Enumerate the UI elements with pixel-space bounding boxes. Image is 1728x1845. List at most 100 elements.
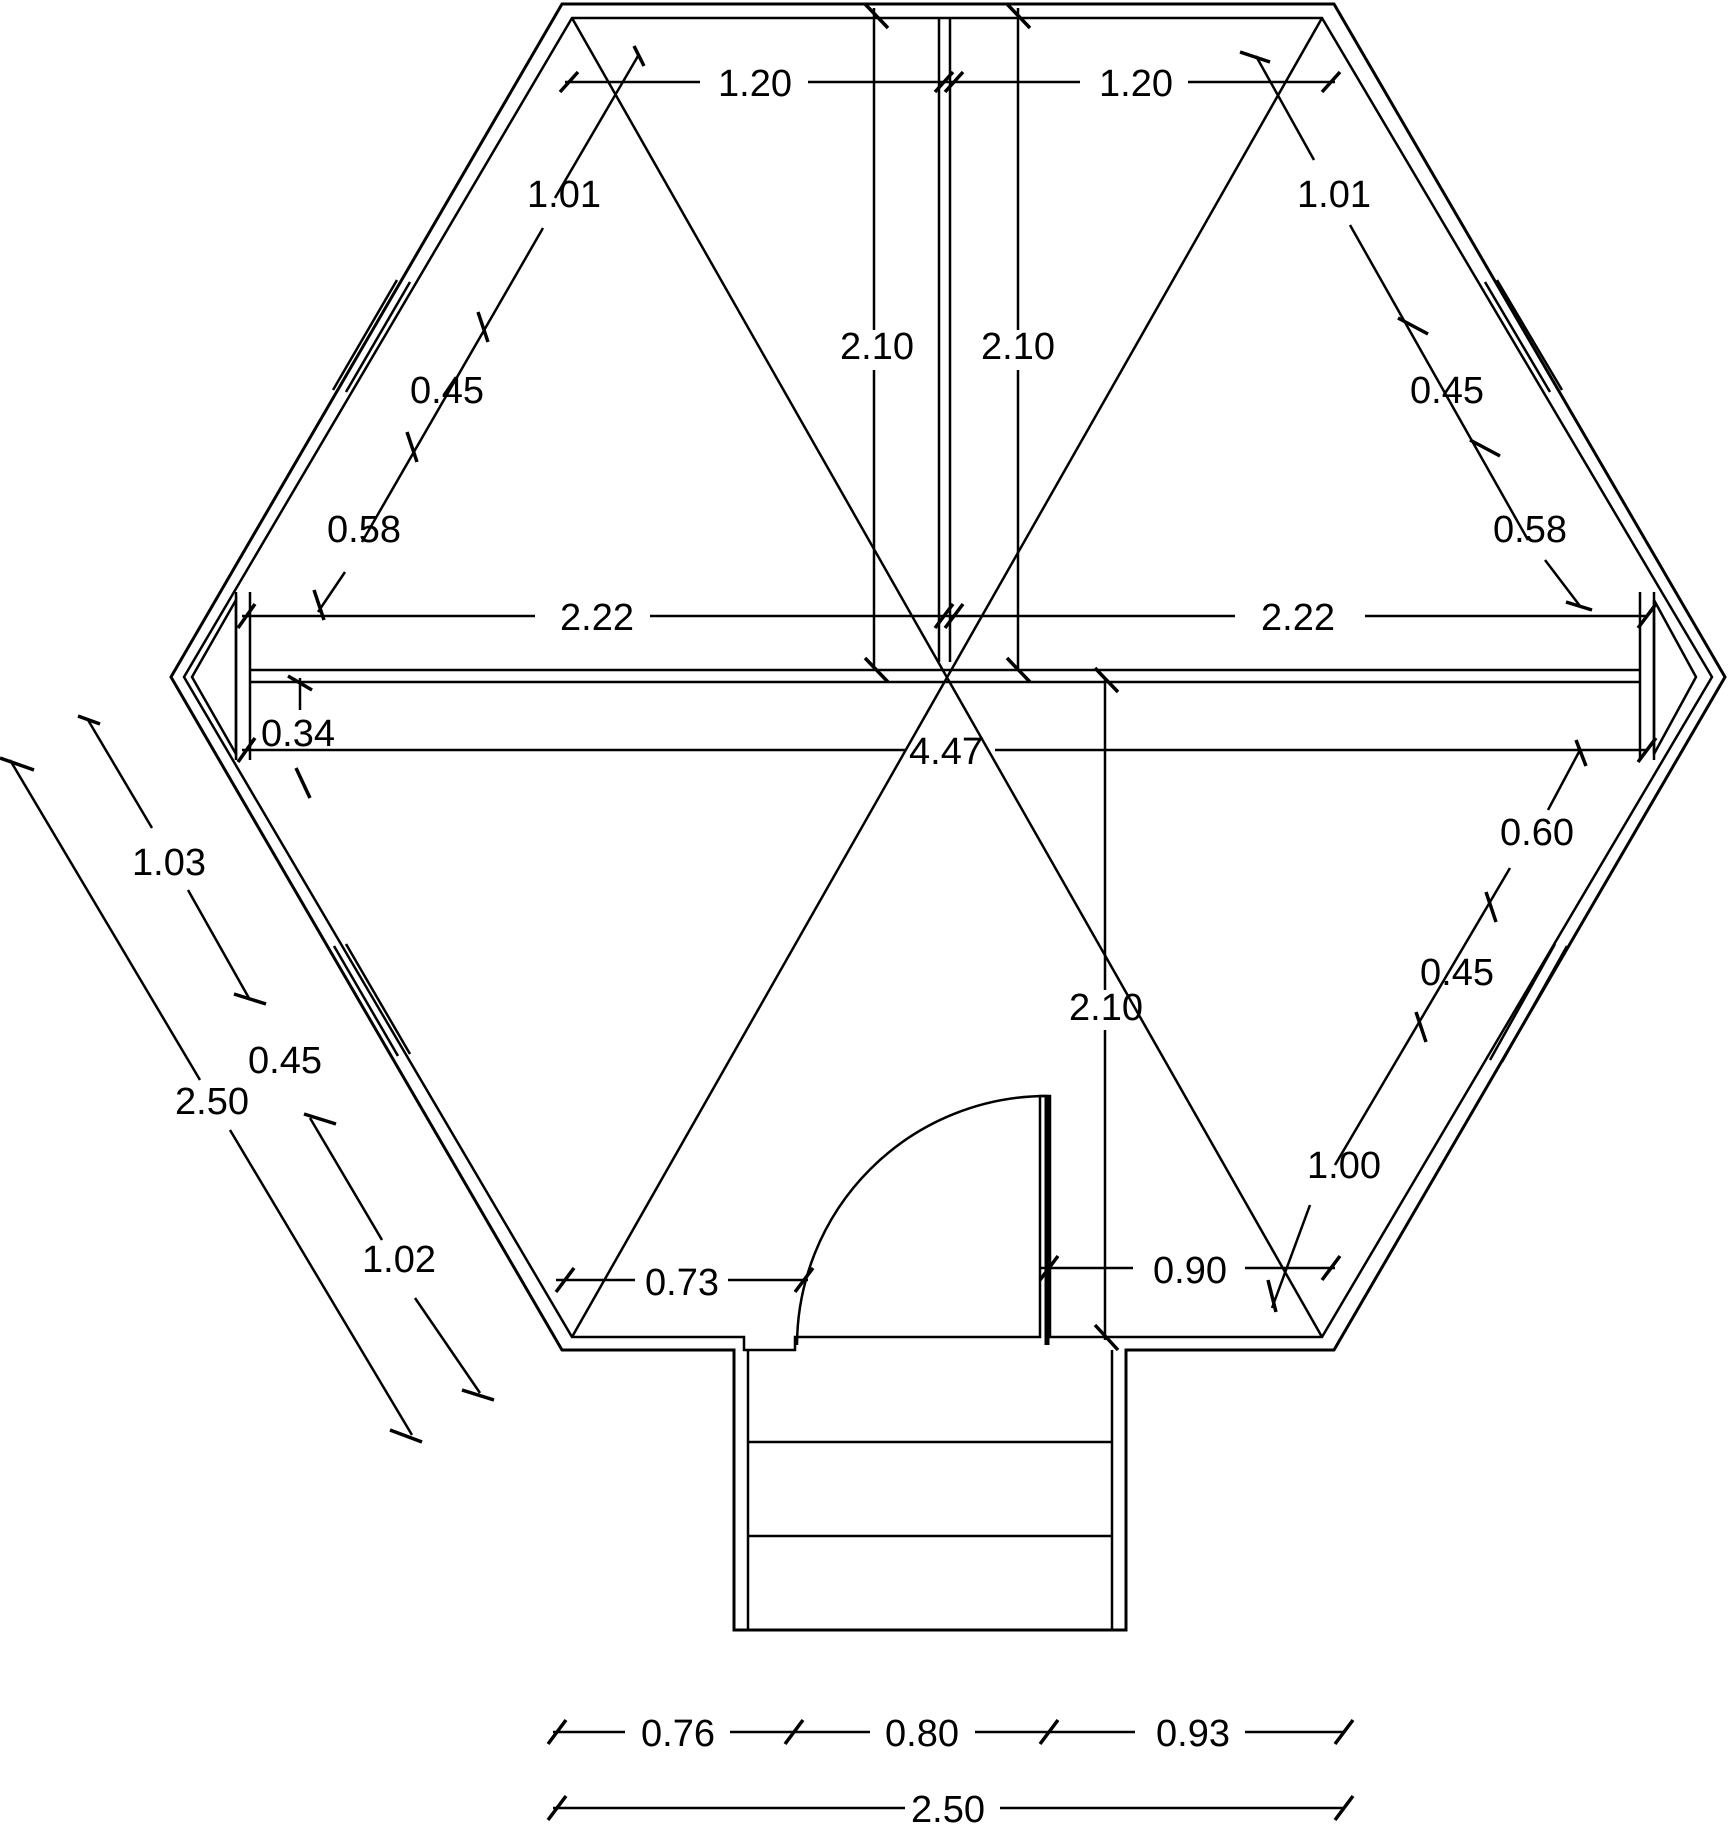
label-right-room-depth: 2.10: [981, 326, 1055, 368]
tick: [863, 2, 890, 30]
label-bottom-segment-right: 0.93: [1156, 1713, 1230, 1755]
dim-ll-a: [86, 719, 154, 829]
guide-lines: [570, 17, 1324, 1338]
tick: [1038, 1254, 1060, 1282]
tick: [1239, 50, 1271, 64]
dim-lr-c: [1270, 1204, 1312, 1309]
window-upper-left-inner: [344, 281, 412, 393]
hexagon-outer-wall: [169, 2, 1727, 1632]
window-lower-left: [332, 945, 400, 1057]
tick: [1636, 602, 1658, 630]
label-entry-left-wall: 0.73: [645, 1262, 719, 1304]
hexagon-inner-wall: [182, 16, 1714, 1352]
entry-door: [795, 1094, 1050, 1346]
tick: [287, 674, 313, 692]
tick: [0, 756, 35, 772]
tick: [793, 1266, 815, 1294]
label-top-right-width: 1.20: [1099, 63, 1173, 105]
tick: [943, 70, 965, 94]
tick: [1093, 666, 1120, 694]
label-lower-right-wall-bottom: 1.00: [1307, 1145, 1381, 1187]
dim-ur-a: [1254, 55, 1316, 161]
label-lower-room-depth: 2.10: [1069, 987, 1143, 1029]
dim-lr-a: [1546, 749, 1582, 811]
tick: [389, 1428, 423, 1444]
tick: [233, 992, 267, 1006]
dimension-lines: [8, 8, 1648, 1810]
tick: [1565, 600, 1593, 612]
door-swing-arc: [795, 1094, 1048, 1346]
tick: [294, 767, 312, 799]
dim-ll-c: [308, 1117, 384, 1241]
tick: [632, 45, 646, 67]
dim-lr-b: [1333, 867, 1512, 1166]
label-lower-right-window: 0.45: [1420, 952, 1494, 994]
east-niche: [1652, 599, 1698, 755]
label-upper-right-wall-bottom: 0.58: [1493, 509, 1567, 551]
label-bottom-segment-door: 0.80: [885, 1713, 959, 1755]
dim-ll-b: [186, 889, 252, 1001]
tick: [546, 1794, 568, 1822]
label-upper-left-window: 0.45: [410, 370, 484, 412]
tick: [933, 70, 955, 94]
tick: [943, 602, 965, 630]
tick: [1266, 1279, 1278, 1313]
tick: [1574, 739, 1588, 767]
dim-ul-b: [360, 227, 545, 543]
dim-ur-b: [1348, 224, 1530, 541]
label-entry-right-wall: 0.90: [1153, 1250, 1227, 1292]
tick: [1333, 1718, 1355, 1746]
tick: [405, 431, 419, 463]
tick: [1320, 70, 1342, 94]
label-left-room-width: 2.22: [560, 597, 634, 639]
tick: [1038, 1718, 1060, 1746]
tick: [1469, 438, 1501, 458]
tick: [77, 714, 101, 726]
tick: [558, 70, 580, 94]
tick: [312, 589, 326, 621]
label-upper-right-window: 0.45: [1410, 370, 1484, 412]
interior-walls: [190, 18, 1698, 760]
window-lower-left-inner: [344, 943, 412, 1055]
window-lower-right: [1488, 943, 1557, 1061]
windows: [331, 279, 1569, 1063]
tick: [476, 311, 490, 343]
diagonal-b: [570, 17, 1324, 1338]
dim-ll-total-b: [228, 1129, 414, 1436]
label-bottom-segment-left: 0.76: [641, 1713, 715, 1755]
label-lower-left-wall-top: 1.03: [132, 842, 206, 884]
label-corridor-width: 0.34: [261, 713, 335, 755]
dim-ul-c: [316, 571, 347, 613]
label-top-left-width: 1.20: [718, 63, 792, 105]
label-upper-left-wall-bottom: 0.58: [327, 509, 401, 551]
tick: [303, 1112, 337, 1126]
tick: [1005, 2, 1032, 30]
label-right-room-width: 2.22: [1261, 597, 1335, 639]
dim-ul-a: [553, 55, 640, 199]
dim-ll-total-a: [8, 759, 202, 1081]
label-upper-left-wall-top: 1.01: [527, 174, 601, 216]
tick: [1333, 1794, 1355, 1822]
tick: [1414, 1011, 1428, 1043]
label-lower-left-side-total: 2.50: [175, 1081, 249, 1123]
dim-ll-d: [413, 1297, 482, 1394]
label-lower-left-wall-bottom: 1.02: [362, 1239, 436, 1281]
window-upper-right-inner: [1495, 279, 1564, 391]
label-lower-left-window: 0.45: [248, 1040, 322, 1082]
tick: [933, 602, 955, 630]
label-left-room-depth: 2.10: [840, 326, 914, 368]
tick: [1397, 316, 1429, 336]
tick: [1093, 1323, 1120, 1352]
window-upper-right: [1483, 281, 1552, 393]
tick: [554, 1266, 576, 1294]
tick: [546, 1718, 568, 1746]
tick: [1005, 656, 1032, 684]
west-niche: [190, 595, 238, 759]
dimension-ticks: [0, 2, 1658, 1822]
tick: [1484, 891, 1498, 923]
label-total-width: 4.47: [909, 731, 983, 773]
label-upper-right-wall-top: 1.01: [1297, 174, 1371, 216]
label-lower-right-wall-top: 0.60: [1500, 812, 1574, 854]
dimension-labels: 1.20 1.20 1.01 0.45 0.58 1.01 0.45 0.58 …: [132, 63, 1574, 1831]
